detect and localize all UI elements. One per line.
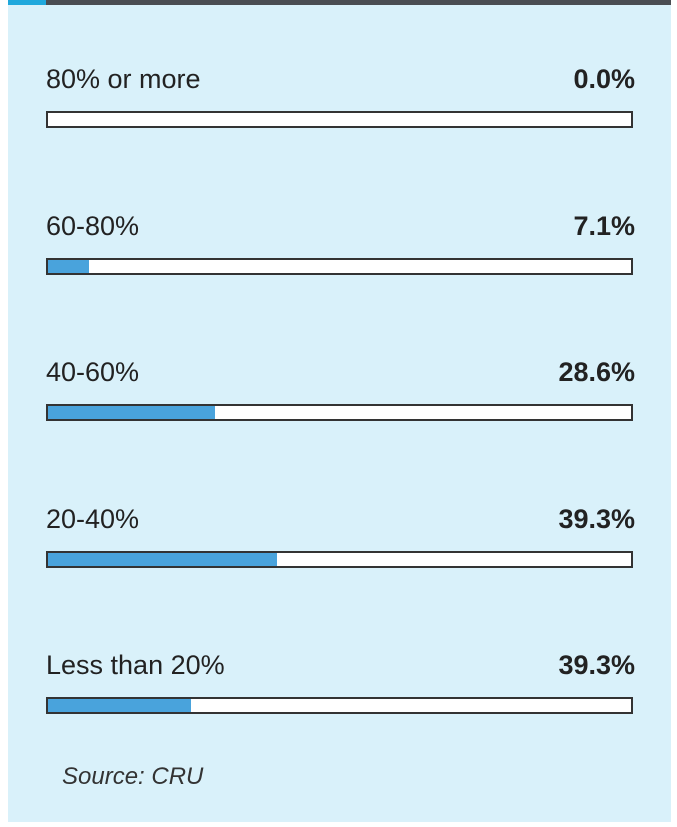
bar-fill [48, 259, 89, 273]
bar-track [46, 404, 633, 421]
bar-category-label: Less than 20% [46, 650, 225, 680]
bar-fill [48, 406, 215, 419]
bar-category-label: 20-40% [46, 503, 140, 534]
bar-category-label: 40-60% [46, 357, 140, 387]
top-accent-mark [8, 0, 46, 5]
bar-fill [48, 552, 277, 566]
bar-value-label: 28.6% [558, 357, 635, 387]
top-rule [8, 0, 671, 5]
bar-track [46, 697, 633, 714]
bar-track [46, 257, 633, 275]
bar-value-label: 39.3% [558, 650, 635, 680]
bar-track [46, 111, 633, 128]
chart-panel: 80% or more 0.0% 60-80% 7.1% 40-60% 28.6% 20-4… [8, 0, 671, 822]
source-note: Source: CRU [62, 763, 204, 790]
bar-fill [48, 699, 191, 712]
bar-value-label: 0.0% [573, 64, 635, 94]
bar-category-label: 60-80% [46, 210, 140, 241]
bar-category-label: 80% or more [46, 64, 201, 94]
bar-value-label: 39.3% [558, 503, 635, 534]
bar-value-label: 7.1% [573, 210, 635, 241]
bar-track [46, 550, 633, 568]
